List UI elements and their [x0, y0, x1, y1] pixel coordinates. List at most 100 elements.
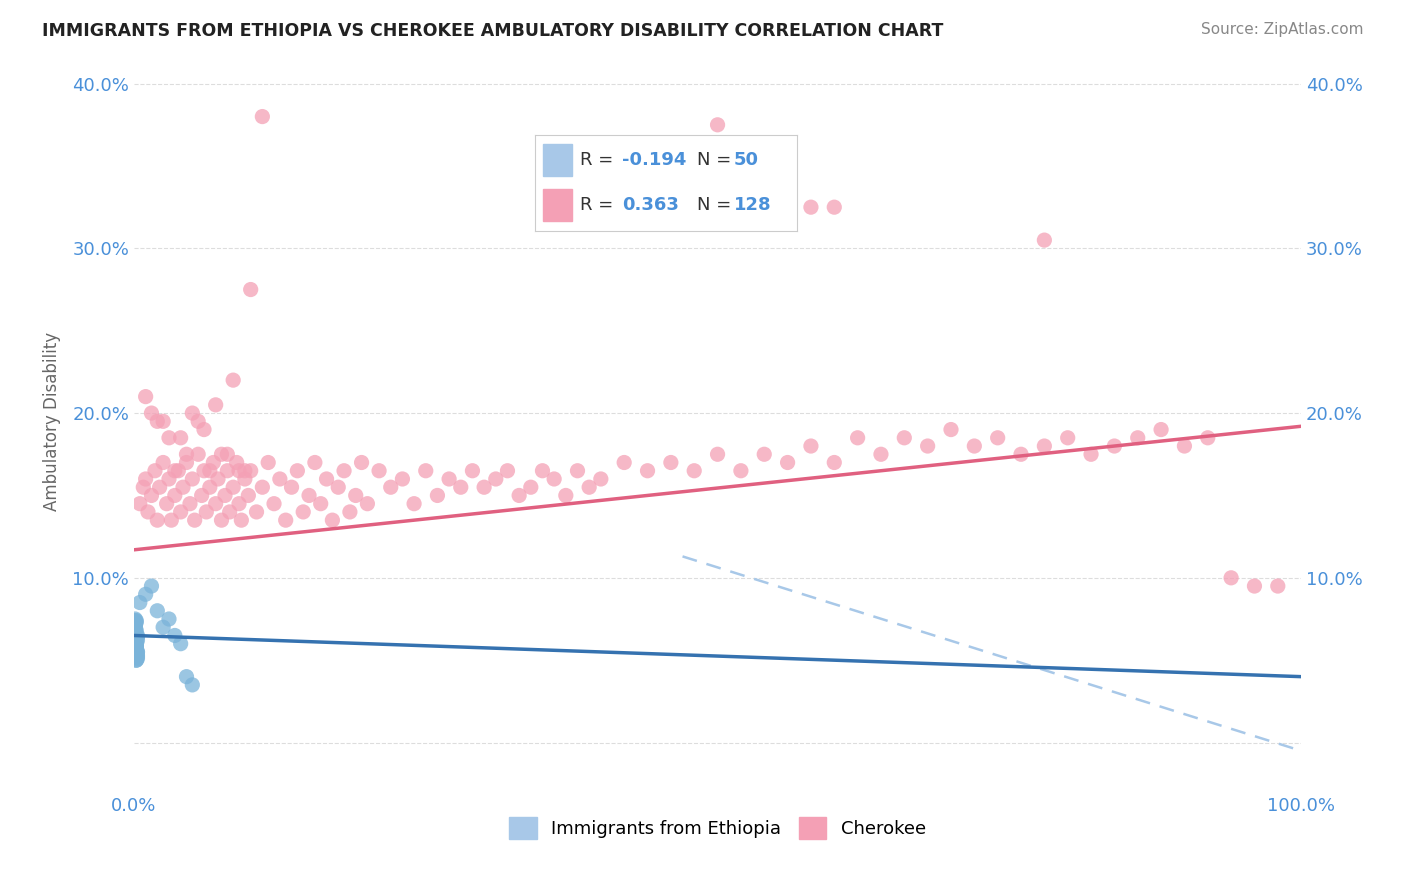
Point — [939, 423, 962, 437]
Point — [415, 464, 437, 478]
Point — [1267, 579, 1289, 593]
Point — [125, 649, 148, 664]
Point — [125, 641, 148, 656]
Point — [800, 439, 823, 453]
Point — [127, 651, 149, 665]
Point — [706, 184, 728, 198]
Point — [125, 638, 148, 652]
Point — [163, 464, 186, 478]
Point — [125, 640, 148, 654]
Point — [554, 488, 576, 502]
Point — [181, 406, 204, 420]
Point — [146, 604, 169, 618]
Point — [202, 456, 225, 470]
Point — [823, 456, 845, 470]
Point — [146, 414, 169, 428]
Point — [176, 670, 198, 684]
Point — [141, 579, 163, 593]
Point — [368, 464, 391, 478]
Point — [211, 513, 233, 527]
Point — [125, 628, 148, 642]
Point — [167, 464, 190, 478]
Point — [222, 480, 245, 494]
Point — [190, 488, 212, 502]
Point — [141, 406, 163, 420]
Text: -0.194: -0.194 — [621, 151, 686, 169]
Point — [269, 472, 291, 486]
Point — [125, 637, 148, 651]
Point — [328, 480, 350, 494]
Point — [125, 614, 148, 628]
Point — [567, 464, 589, 478]
Point — [169, 431, 191, 445]
Point — [225, 456, 247, 470]
Point — [217, 447, 239, 461]
Point — [169, 637, 191, 651]
Point — [917, 439, 939, 453]
Point — [238, 488, 260, 502]
Point — [333, 464, 356, 478]
Point — [239, 283, 262, 297]
Point — [496, 464, 519, 478]
Point — [127, 633, 149, 648]
Point — [321, 513, 343, 527]
Point — [157, 431, 180, 445]
Point — [176, 447, 198, 461]
Point — [160, 513, 183, 527]
Point — [309, 497, 332, 511]
Point — [730, 464, 752, 478]
Point — [683, 464, 706, 478]
Point — [893, 431, 915, 445]
Point — [228, 464, 250, 478]
Point — [136, 505, 159, 519]
Point — [176, 456, 198, 470]
Point — [1080, 447, 1102, 461]
Point — [870, 447, 893, 461]
Point — [183, 513, 205, 527]
Point — [125, 653, 148, 667]
Point — [193, 464, 215, 478]
Point — [228, 497, 250, 511]
Point — [125, 637, 148, 651]
Point — [274, 513, 297, 527]
Point — [344, 488, 367, 502]
Point — [124, 625, 146, 640]
Point — [252, 480, 274, 494]
Point — [124, 620, 146, 634]
Text: N =: N = — [697, 151, 738, 169]
Point — [280, 480, 302, 494]
Point — [508, 488, 530, 502]
Point — [1033, 233, 1056, 247]
Point — [231, 513, 253, 527]
Point — [263, 497, 285, 511]
Point — [613, 456, 636, 470]
Point — [1173, 439, 1195, 453]
Point — [198, 480, 221, 494]
Point — [1197, 431, 1219, 445]
Point — [125, 624, 148, 638]
Point — [450, 480, 472, 494]
Y-axis label: Ambulatory Disability: Ambulatory Disability — [44, 332, 60, 511]
Text: R =: R = — [579, 151, 619, 169]
Point — [426, 488, 449, 502]
Point — [124, 622, 146, 636]
Point — [141, 488, 163, 502]
Point — [987, 431, 1010, 445]
Point — [437, 472, 460, 486]
Text: 128: 128 — [734, 196, 772, 214]
Point — [706, 447, 728, 461]
Point — [124, 625, 146, 640]
Point — [127, 630, 149, 644]
Point — [179, 497, 201, 511]
Point — [1243, 579, 1265, 593]
Point — [315, 472, 337, 486]
Point — [800, 200, 823, 214]
Point — [135, 472, 157, 486]
Point — [124, 643, 146, 657]
Point — [163, 488, 186, 502]
Point — [706, 118, 728, 132]
Point — [520, 480, 543, 494]
Point — [754, 447, 776, 461]
Point — [1104, 439, 1126, 453]
Point — [169, 505, 191, 519]
